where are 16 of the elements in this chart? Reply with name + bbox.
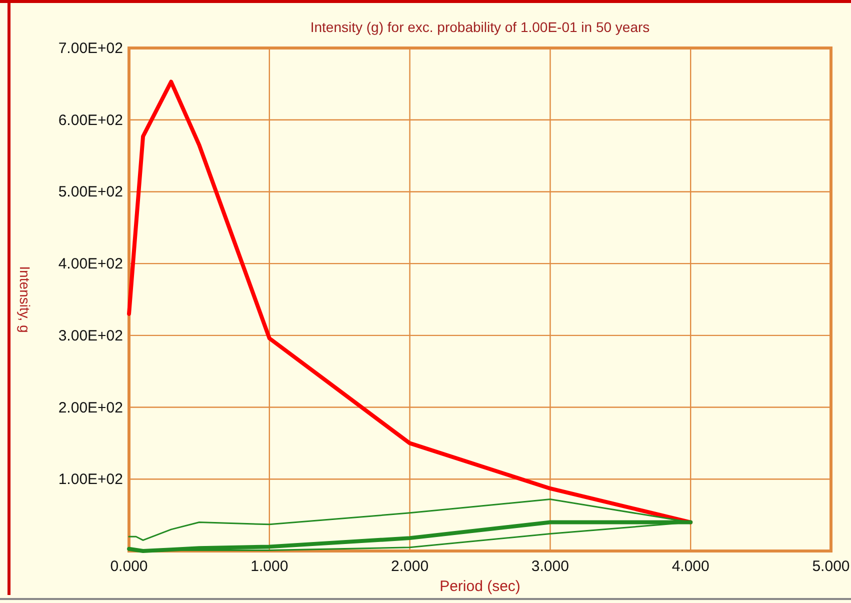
y-tick-label: 5.00E+02 bbox=[58, 184, 123, 201]
x-axis-title: Period (sec) bbox=[440, 578, 520, 595]
y-tick-label: 3.00E+02 bbox=[58, 327, 123, 344]
x-tick-label: 1.000 bbox=[250, 558, 288, 575]
y-tick-label: 4.00E+02 bbox=[58, 256, 123, 273]
x-tick-label: 0.000 bbox=[110, 558, 148, 575]
y-tick-label: 7.00E+02 bbox=[58, 40, 123, 57]
y-tick-label: 2.00E+02 bbox=[58, 399, 123, 416]
y-axis-title: Intensity, g bbox=[17, 266, 33, 333]
x-tick-label: 3.000 bbox=[531, 558, 569, 575]
chart-title: Intensity (g) for exc. probability of 1.00E-01 in 50 years bbox=[310, 19, 650, 35]
y-tick-label: 6.00E+02 bbox=[58, 112, 123, 129]
x-tick-label: 4.000 bbox=[672, 558, 710, 575]
x-tick-label: 2.000 bbox=[391, 558, 429, 575]
x-tick-label: 5.000 bbox=[812, 558, 850, 575]
y-tick-label: 1.00E+02 bbox=[58, 471, 123, 488]
